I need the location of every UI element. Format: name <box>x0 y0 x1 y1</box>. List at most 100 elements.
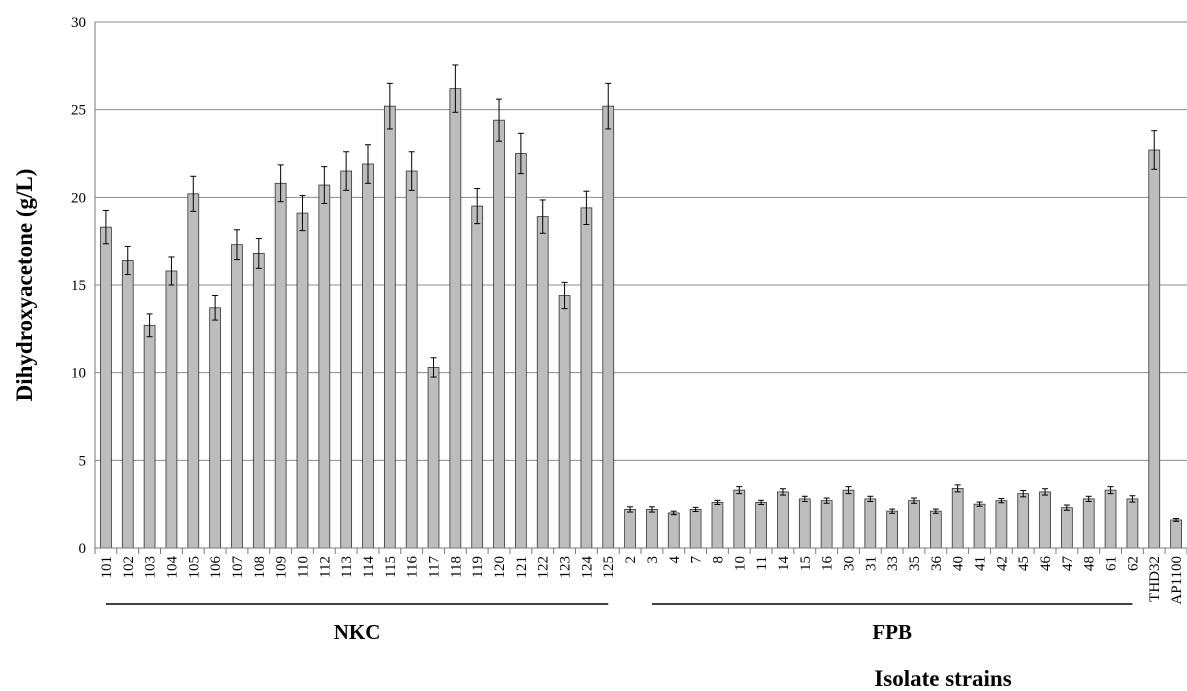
x-tick-label: 36 <box>929 556 945 572</box>
bar <box>908 500 920 549</box>
y-tick-label: 30 <box>71 15 86 31</box>
x-tick-label: 118 <box>448 556 464 578</box>
bar <box>493 119 505 549</box>
x-tick-label: 112 <box>317 556 333 578</box>
x-tick-label: 123 <box>558 556 574 579</box>
bar <box>646 509 658 549</box>
x-tick-label: 121 <box>514 556 530 579</box>
bar <box>1126 498 1139 549</box>
bar <box>362 163 374 549</box>
x-tick-label: 16 <box>820 556 836 572</box>
x-tick-label: 41 <box>973 556 989 571</box>
bar <box>536 216 549 549</box>
x-tick-label: 46 <box>1038 556 1054 572</box>
x-tick-label: 40 <box>951 556 967 571</box>
y-tick-label: 10 <box>71 366 86 382</box>
bar <box>121 260 134 549</box>
bar <box>143 324 156 549</box>
x-tick-label: 116 <box>405 556 421 578</box>
x-tick-label: 115 <box>383 556 399 578</box>
y-axis-title: Dihydroxyacetone (g/L) <box>12 169 37 402</box>
bars <box>100 64 1182 549</box>
x-tick-label: 48 <box>1082 556 1098 571</box>
bar <box>1039 491 1051 549</box>
x-tick-label: 11 <box>754 556 770 570</box>
x-tick-label: 30 <box>841 556 857 571</box>
x-tick-label: 108 <box>252 556 268 579</box>
bar <box>929 510 942 549</box>
bar <box>1017 493 1030 549</box>
bar <box>951 487 964 549</box>
bar <box>231 244 243 549</box>
bar <box>886 510 899 549</box>
x-tick-label: 106 <box>208 556 224 579</box>
x-tick-label: 7 <box>689 556 705 564</box>
y-tick-label: 25 <box>71 103 86 119</box>
x-tick-label: 42 <box>994 556 1010 571</box>
bar <box>624 509 636 549</box>
x-tick-label: 31 <box>863 556 879 571</box>
x-tick-label: 3 <box>645 556 661 564</box>
bar <box>318 184 331 549</box>
bar <box>558 295 571 549</box>
x-tick-label: 61 <box>1104 556 1120 571</box>
x-tick-label: 113 <box>339 556 355 578</box>
axes <box>94 22 1187 554</box>
bar <box>798 498 811 549</box>
bar <box>995 500 1008 549</box>
group-label: NKC <box>334 620 381 644</box>
bar <box>252 253 265 549</box>
x-tick-label: 122 <box>536 556 552 579</box>
x-tick-label: 47 <box>1060 556 1076 572</box>
x-tick-label: 45 <box>1016 556 1032 571</box>
bar <box>427 367 440 549</box>
bar <box>733 489 746 549</box>
x-tick-label: 35 <box>907 556 923 571</box>
bar <box>1061 507 1073 549</box>
y-tick-label: 0 <box>79 541 87 557</box>
x-tick-label: 14 <box>776 556 792 572</box>
bar <box>296 212 309 549</box>
group-label: FPB <box>872 620 912 644</box>
x-tick-label: 8 <box>710 556 726 564</box>
bar <box>1082 498 1095 549</box>
bar <box>711 502 724 549</box>
x-tick-label: 107 <box>230 556 246 579</box>
bar <box>842 489 855 549</box>
x-tick-label: 10 <box>732 556 748 571</box>
bar <box>602 105 615 549</box>
x-tick-label: 114 <box>361 556 377 578</box>
bar <box>1170 519 1182 549</box>
bar <box>471 205 484 549</box>
bar <box>689 509 702 549</box>
y-tick-label: 15 <box>71 278 86 294</box>
bar <box>777 491 789 549</box>
bar <box>755 502 767 549</box>
x-tick-label: 103 <box>143 556 159 579</box>
bar <box>820 500 833 549</box>
bar <box>973 503 986 549</box>
bar <box>1148 149 1161 549</box>
bar <box>100 226 112 549</box>
bar <box>864 498 877 549</box>
bar <box>340 170 353 549</box>
bar <box>580 207 593 549</box>
x-tick-label: 33 <box>885 556 901 571</box>
x-tick-label: 105 <box>186 556 202 579</box>
bar <box>449 88 462 549</box>
x-tick-label: AP1100 <box>1169 556 1185 605</box>
x-tick-label: 117 <box>427 556 443 578</box>
bar <box>383 105 396 549</box>
x-tick-label: 62 <box>1125 556 1141 571</box>
x-tick-labels: 101 102 103 104 105 106 107 108 109 110 112 113 114 1… <box>99 556 1185 605</box>
x-tick-label: 119 <box>470 556 486 578</box>
x-tick-label: 110 <box>295 556 311 578</box>
y-tick-label: 5 <box>79 453 87 469</box>
x-tick-label: 109 <box>274 556 290 579</box>
bar <box>274 182 287 549</box>
y-tick-labels: 0 5 10 15 20 25 30 <box>71 15 86 557</box>
x-tick-label: 125 <box>601 556 617 579</box>
bar <box>209 307 221 549</box>
bar <box>1104 489 1117 549</box>
